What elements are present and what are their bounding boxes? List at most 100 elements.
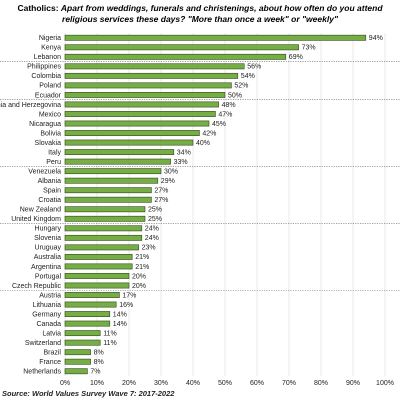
y-tick-label: Philippines xyxy=(27,64,61,71)
x-tick-label: 100% xyxy=(376,380,394,387)
bar xyxy=(64,53,287,60)
bar xyxy=(64,320,111,327)
value-label: 17% xyxy=(122,292,136,299)
bar xyxy=(64,349,91,356)
bar xyxy=(64,139,194,146)
y-tick-label: Lithuania xyxy=(33,302,62,309)
value-label: 11% xyxy=(103,340,117,347)
y-tick-label: Uruguay xyxy=(35,245,62,252)
chart-title: Catholics: Apart from weddings, funerals… xyxy=(4,3,396,25)
y-tick-label: Bolivia xyxy=(40,130,61,137)
y-tick-label: Brazil xyxy=(43,350,61,357)
bar xyxy=(64,92,226,98)
value-label: 33% xyxy=(174,159,188,166)
y-tick-label: Albania xyxy=(38,178,61,185)
y-tick-label: Australia xyxy=(34,254,61,261)
x-tick-label: 40% xyxy=(186,380,200,387)
y-tick-label: Colombia xyxy=(31,73,61,80)
bar xyxy=(64,168,162,175)
value-label: 24% xyxy=(145,226,159,233)
y-tick-label: France xyxy=(39,359,61,366)
bar xyxy=(64,330,101,337)
value-label: 45% xyxy=(212,121,226,128)
bar xyxy=(64,253,133,260)
x-tick-label: 20% xyxy=(122,380,136,387)
y-tick-label: Portugal xyxy=(35,273,62,280)
bar xyxy=(64,63,245,70)
x-tick-label: 60% xyxy=(250,380,264,387)
value-label: 21% xyxy=(135,264,149,271)
bar xyxy=(64,215,146,222)
x-tick-label: 80% xyxy=(314,380,328,387)
value-label: 30% xyxy=(164,168,178,175)
bar xyxy=(64,34,367,41)
y-tick-label: Slovakia xyxy=(35,140,62,147)
bar xyxy=(64,263,133,270)
bar xyxy=(64,339,101,346)
bar xyxy=(64,44,299,51)
bar xyxy=(64,120,210,127)
bar xyxy=(64,111,216,117)
y-tick-label: Austria xyxy=(39,292,61,299)
bar xyxy=(64,244,139,251)
y-tick-label: Czech Republic xyxy=(12,283,62,290)
value-label: 50% xyxy=(228,92,242,99)
y-tick-label: Croatia xyxy=(38,197,61,204)
bar xyxy=(64,273,130,279)
bar xyxy=(64,196,152,203)
bar xyxy=(64,206,146,213)
value-label: 27% xyxy=(154,188,168,195)
bar xyxy=(64,72,239,79)
bar xyxy=(64,130,200,136)
bar xyxy=(64,225,143,232)
bar xyxy=(64,292,120,298)
value-label: 8% xyxy=(94,350,104,357)
y-tick-label: Argentina xyxy=(31,264,61,271)
y-tick-label: Mexico xyxy=(39,111,61,118)
y-tick-label: Latvia xyxy=(42,330,61,337)
y-tick-label: Peru xyxy=(46,159,61,166)
title-prefix: Catholics: xyxy=(17,3,59,13)
x-tick-label: 50% xyxy=(218,380,232,387)
y-tick-label: Slovenia xyxy=(34,235,61,242)
y-tick-label: Italy xyxy=(48,149,61,156)
y-tick-label: Kenya xyxy=(41,45,61,52)
value-label: 14% xyxy=(113,321,127,328)
bar xyxy=(64,187,152,194)
bar xyxy=(64,177,159,184)
value-label: 23% xyxy=(142,245,156,252)
title-question: Apart from weddings, funerals and christ… xyxy=(60,3,383,24)
value-label: 47% xyxy=(218,111,232,118)
bar xyxy=(64,311,111,317)
value-label: 40% xyxy=(196,140,210,147)
value-label: 94% xyxy=(369,35,383,42)
bar xyxy=(64,149,175,156)
y-tick-label: Germany xyxy=(32,311,61,318)
source-note: Source: World Values Survey Wave 7: 2017… xyxy=(2,389,175,398)
value-label: 24% xyxy=(145,235,159,242)
value-label: 48% xyxy=(222,102,236,109)
x-tick-label: 0% xyxy=(60,380,70,387)
value-label: 27% xyxy=(154,197,168,204)
value-label: 34% xyxy=(177,149,191,156)
value-label: 20% xyxy=(132,273,146,280)
bar xyxy=(64,282,130,289)
value-label: 21% xyxy=(135,254,149,261)
bar xyxy=(64,301,117,308)
value-label: 69% xyxy=(289,54,303,61)
bar xyxy=(64,234,143,241)
y-tick-label: Canada xyxy=(36,321,61,328)
y-tick-label: Bosnia and Herzegovina xyxy=(0,102,61,109)
y-tick-label: New Zealand xyxy=(20,207,61,214)
value-label: 7% xyxy=(90,369,100,376)
bar xyxy=(64,82,232,89)
value-label: 20% xyxy=(132,283,146,290)
y-tick-label: Nigeria xyxy=(39,35,61,42)
x-tick-label: 30% xyxy=(154,380,168,387)
bar xyxy=(64,158,171,165)
value-label: 25% xyxy=(148,207,162,214)
x-tick-label: 70% xyxy=(282,380,296,387)
value-label: 56% xyxy=(247,64,261,71)
y-tick-label: Netherlands xyxy=(23,369,61,376)
y-tick-label: Nicaragua xyxy=(29,121,61,128)
